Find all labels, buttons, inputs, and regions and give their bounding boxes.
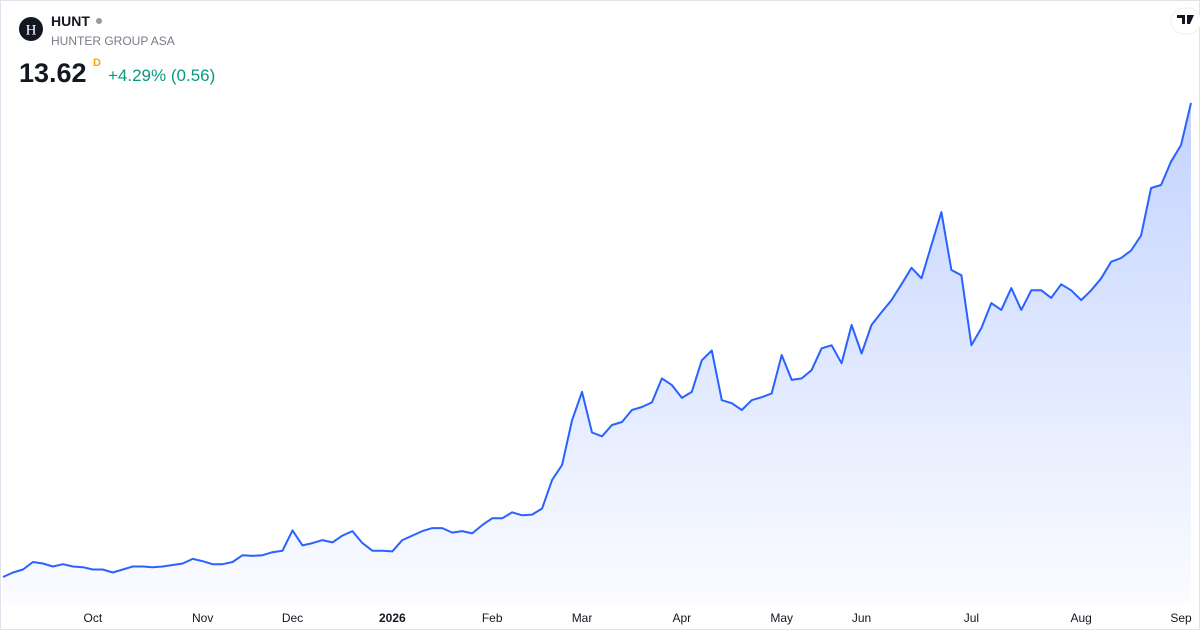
- x-tick-label: Apr: [673, 611, 692, 625]
- header: H HUNT HUNTER GROUP ASA 13.62 D +4.29% (…: [19, 13, 215, 88]
- area-fill: [3, 103, 1191, 603]
- tv-logo: [1170, 7, 1200, 35]
- price-line: [2, 102, 1192, 578]
- x-tick-label: Aug: [1071, 611, 1092, 625]
- x-tick-label: 2026: [379, 611, 406, 625]
- x-tick-label: Feb: [482, 611, 503, 625]
- plot-area: Oct Nov Dec 2026 Feb Mar Apr May Jun Jul Aug Sep: [2, 102, 1192, 625]
- tv-mark: [1177, 15, 1194, 24]
- x-tick-label: Nov: [192, 611, 213, 625]
- x-tick-label: Jun: [852, 611, 871, 625]
- status-dot: [96, 18, 102, 24]
- x-tick-label: Oct: [84, 611, 103, 625]
- x-tick-label: Sep: [1170, 611, 1192, 625]
- x-tick-label: Jul: [964, 611, 979, 625]
- company-name: HUNTER GROUP ASA: [51, 34, 175, 48]
- logo-letter: H: [26, 23, 37, 39]
- interval: D: [93, 57, 101, 69]
- price: 13.62: [19, 58, 87, 88]
- tv-badge: [1170, 7, 1200, 35]
- x-tick-label: May: [770, 611, 793, 625]
- symbol: HUNT: [51, 13, 90, 29]
- x-tick-label: Mar: [572, 611, 593, 625]
- logo: [19, 17, 43, 41]
- x-tick-label: Dec: [282, 611, 303, 625]
- change: +4.29% (0.56): [108, 66, 215, 85]
